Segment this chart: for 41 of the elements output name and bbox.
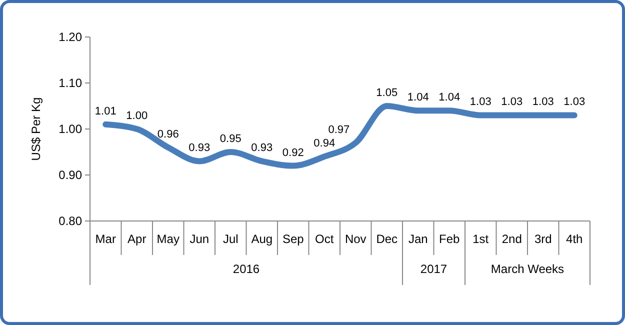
text: 2017 [420,262,448,276]
data-label: 0.96 [157,128,179,140]
x-tick-label: Nov [344,232,366,246]
data-label: 0.94 [314,138,336,150]
y-tick-label: 0.90 [58,168,82,182]
y-tick-label: 1.00 [58,122,82,136]
x-tick-label: 1st [472,232,490,246]
data-label: 0.93 [188,142,210,154]
x-tick-label: 2nd [502,232,522,246]
x-tick-label: Aug [251,232,273,246]
x-tick-label: Dec [376,232,398,246]
data-label: 1.04 [438,92,460,104]
data-label: 1.03 [470,96,492,108]
data-label: 1.01 [94,105,116,118]
y-tick-label: 0.80 [58,214,82,228]
text: 2016 [232,262,260,276]
x-tick-label: May [156,232,180,246]
data-label: 0.97 [328,124,350,136]
text: March Weeks [490,262,564,276]
x-tick-label: 3rd [534,232,552,246]
data-label: 0.95 [220,133,242,145]
x-tick-label: Jan [408,232,428,246]
x-tick-label: 4th [566,232,583,246]
x-tick-label: Mar [95,232,116,246]
x-tick-label: Feb [439,232,460,246]
x-tick-label: Sep [282,232,304,246]
y-tick-label: 1.10 [58,76,82,90]
x-tick-label: Oct [315,232,334,246]
data-label: 1.03 [532,96,554,108]
x-tick-label: Apr [128,232,146,246]
data-label: 1.03 [501,96,523,108]
x-tick-label: Jun [190,232,210,246]
data-label: 1.04 [407,92,429,104]
x-tick-label: Jul [222,232,238,246]
data-label: 1.03 [564,96,586,108]
data-label: 1.05 [376,87,398,99]
data-label: 0.93 [251,142,273,154]
data-label: 0.92 [282,146,304,159]
y-tick-label: 1.20 [58,30,82,44]
y-axis-title: US$ Per Kg [29,97,43,161]
data-label: 1.00 [126,110,148,122]
